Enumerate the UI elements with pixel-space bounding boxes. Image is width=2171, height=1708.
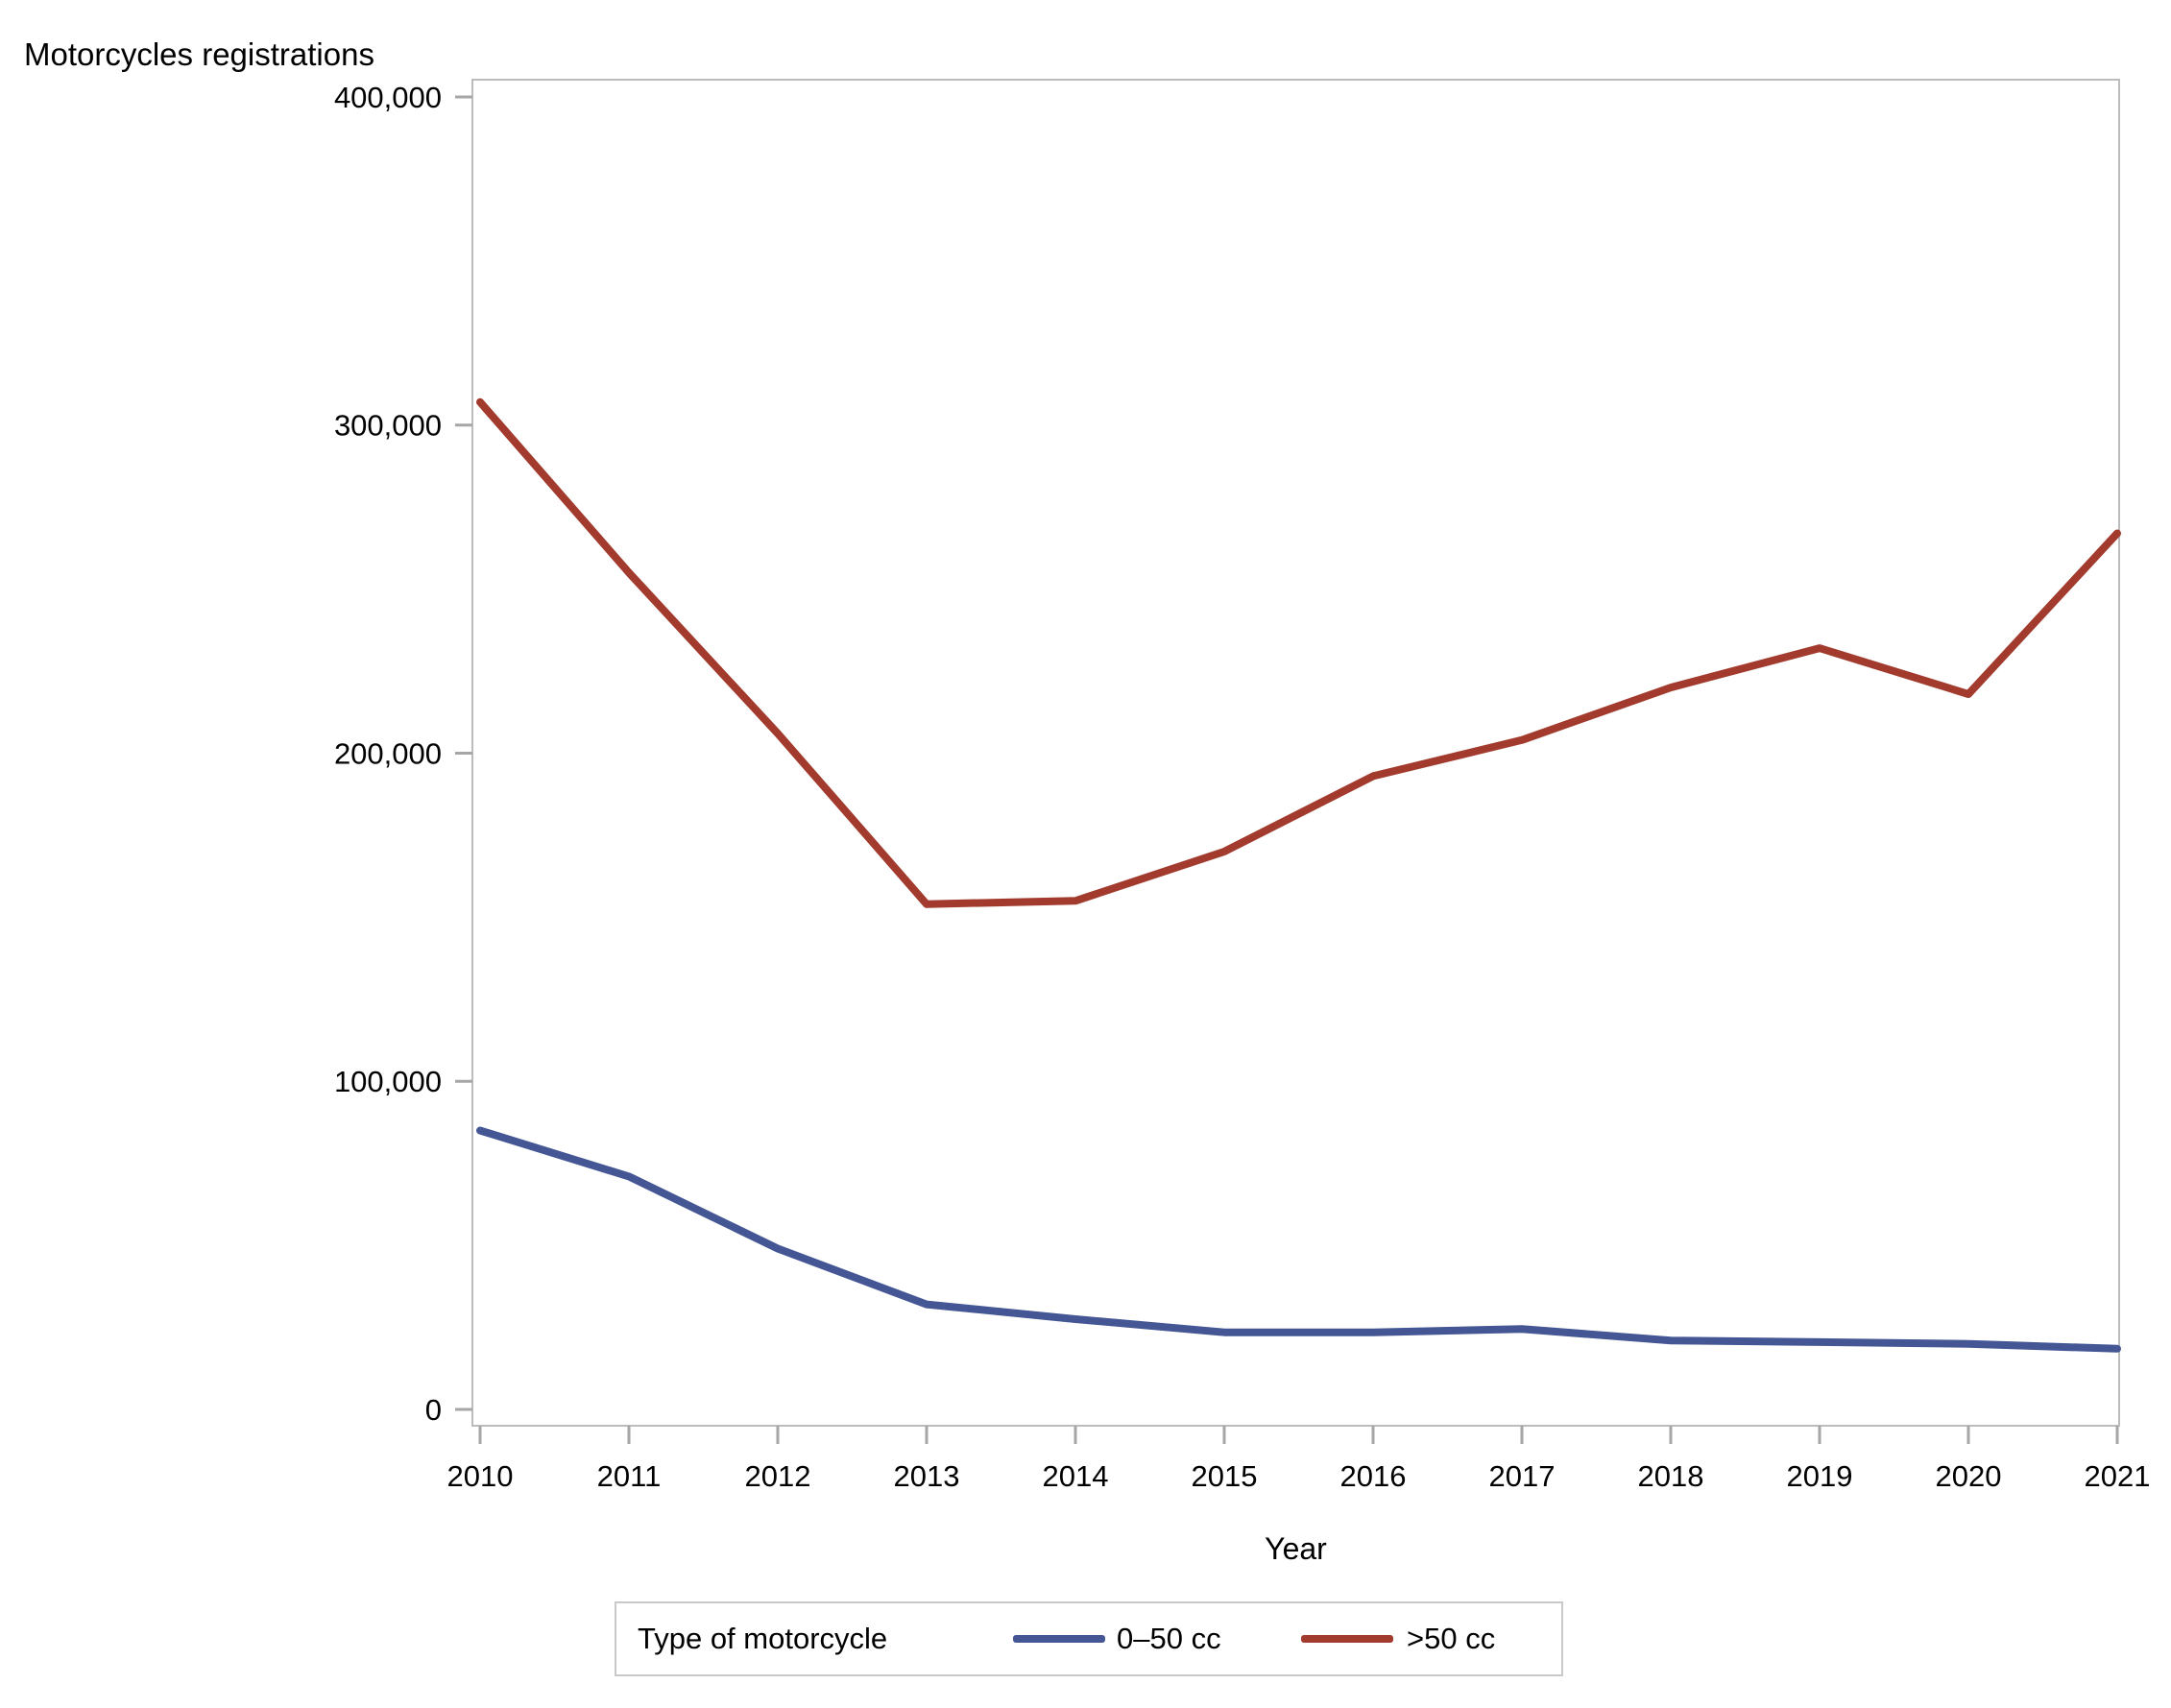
x-tick-label: 2015 bbox=[1192, 1459, 1258, 1493]
x-tick-label: 2021 bbox=[2085, 1459, 2151, 1493]
legend-swatch-gt50cc bbox=[1301, 1635, 1393, 1643]
y-tick-label: 0 bbox=[425, 1393, 442, 1427]
x-tick-label: 2012 bbox=[745, 1459, 811, 1493]
legend: Type of motorcycle 0–50 cc >50 cc bbox=[615, 1601, 1563, 1676]
legend-label-0-50cc: 0–50 cc bbox=[1117, 1622, 1221, 1655]
legend-title: Type of motorcycle bbox=[638, 1622, 888, 1655]
x-tick-label: 2013 bbox=[894, 1459, 960, 1493]
series-line-1 bbox=[476, 397, 2121, 908]
x-tick-label: 2014 bbox=[1043, 1459, 1109, 1493]
x-tick-label: 2019 bbox=[1787, 1459, 1853, 1493]
x-tick-label: 2017 bbox=[1489, 1459, 1556, 1493]
x-tick-label: 2011 bbox=[597, 1459, 662, 1493]
x-tick-label: 2020 bbox=[1936, 1459, 2002, 1493]
y-tick-label: 100,000 bbox=[334, 1065, 442, 1098]
x-tick-label: 2018 bbox=[1638, 1459, 1704, 1493]
x-tick-label: 2010 bbox=[447, 1459, 514, 1493]
y-tick-label: 200,000 bbox=[334, 736, 442, 770]
chart-title: Motorcycles registrations bbox=[24, 36, 374, 72]
series-line-0 bbox=[476, 1126, 2121, 1353]
x-axis-label: Year bbox=[1265, 1531, 1327, 1566]
legend-label-gt50cc: >50 cc bbox=[1407, 1622, 1496, 1655]
y-tick-label: 300,000 bbox=[334, 409, 442, 443]
x-tick-label: 2016 bbox=[1340, 1459, 1407, 1493]
legend-swatch-0-50cc bbox=[1013, 1635, 1105, 1643]
y-tick-label: 400,000 bbox=[334, 81, 442, 114]
